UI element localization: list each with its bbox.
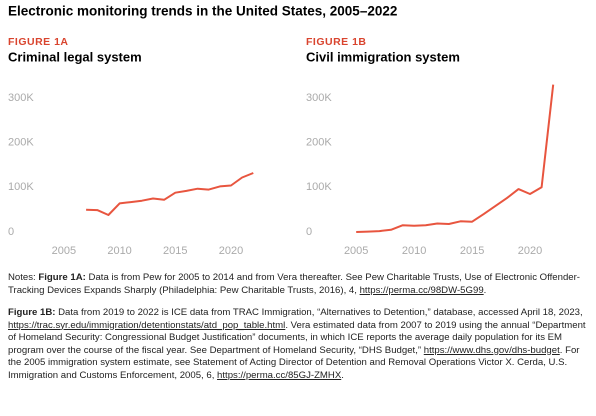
x-tick-label: 2005 [344,245,368,257]
x-tick-label: 2020 [518,245,542,257]
chart-title: Criminal legal system [8,49,142,64]
y-tick-label: 100K [306,181,332,193]
figure-label: FIGURE 1A [8,36,69,48]
x-tick-label: 2005 [52,245,76,257]
y-tick-label: 200K [8,137,34,149]
data-line [86,172,254,216]
note-link[interactable]: https://perma.cc/85GJ-ZMHX [217,369,342,381]
note-text: Data is from Pew for 2005 to 2014 and fr… [8,272,581,296]
note-label: Figure 1A: [38,272,86,283]
note-text: . [341,369,344,381]
data-line [356,84,555,233]
x-tick-label: 2010 [107,245,131,257]
y-tick-label: 200K [306,137,332,149]
y-tick-label: 300K [306,92,332,104]
y-tick-label: 300K [8,92,34,104]
x-tick-label: 2020 [219,245,243,257]
figure-label: FIGURE 1B [306,36,367,48]
y-tick-label: 0 [8,226,14,238]
x-tick-label: 2015 [163,245,187,257]
note-link[interactable]: https://trac.syr.edu/immigration/detenti… [8,319,286,331]
note-label: Figure 1B: [8,307,56,318]
note-link[interactable]: https://www.dhs.gov/dhs-budget [423,344,560,356]
note-text: . Vera estimated data from 2007 to 2019 … [8,319,586,356]
y-tick-label: 100K [8,181,34,193]
charts: Electronic monitoring trends in the Unit… [8,4,555,257]
note-paragraph: Figure 1B: Data from 2019 to 2022 is ICE… [8,307,590,382]
x-tick-label: 2010 [402,245,426,257]
note-text: . [483,284,487,296]
y-tick-label: 0 [306,226,312,238]
note-prefix: Notes: [8,272,39,283]
notes: Notes: Figure 1A: Data is from Pew for 2… [8,272,590,392]
note-link[interactable]: https://perma.cc/98DW-5G99 [359,284,484,296]
note-text: . For the 2005 immigration system estima… [8,344,580,381]
x-tick-label: 2015 [460,245,484,257]
note-text: Data from 2019 to 2022 is ICE data from … [55,307,583,318]
chart-title: Civil immigration system [306,49,460,64]
note-paragraph: Notes: Figure 1A: Data is from Pew for 2… [8,272,590,297]
page-title: Electronic monitoring trends in the Unit… [8,4,397,19]
